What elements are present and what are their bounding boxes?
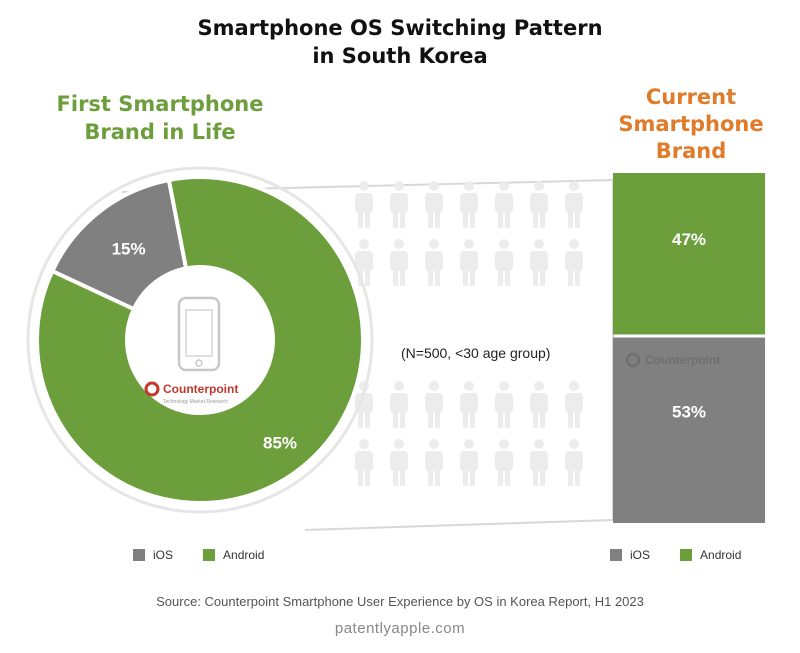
person-icon <box>425 239 443 286</box>
credit-text: patentlyapple.com <box>334 620 466 637</box>
person-icon <box>495 181 513 228</box>
first-brand-heading-line-2: Brand in Life <box>84 120 236 144</box>
counterpoint-logo-text: Counterpoint <box>163 382 238 396</box>
sample-note: (N=500, <30 age group) <box>395 343 557 363</box>
ios-swatch-icon <box>133 549 145 561</box>
person-icon <box>390 381 408 428</box>
counterpoint-logo-subtext: Technology Market Research <box>163 399 228 405</box>
person-icon <box>355 239 373 286</box>
ios-segment <box>613 337 765 523</box>
ios-slice-label: 15% <box>112 240 146 259</box>
person-icon <box>530 181 548 228</box>
person-icon <box>425 439 443 486</box>
person-icon <box>355 439 373 486</box>
person-icon <box>390 439 408 486</box>
right-legend-android: Android <box>700 548 742 562</box>
first-brand-heading-line-1: First Smartphone <box>56 92 264 116</box>
person-icon <box>565 439 583 486</box>
person-icon <box>565 181 583 228</box>
people-grid <box>355 181 583 486</box>
ios-slice <box>49 177 189 312</box>
person-icon <box>530 239 548 286</box>
donut-outline <box>26 166 374 514</box>
current-brand-heading-line-1: Current <box>645 85 737 109</box>
current-brand-heading-line-2: Smartphone <box>618 112 764 136</box>
bar-watermark: Counterpoint <box>625 352 720 368</box>
person-icon <box>565 381 583 428</box>
android-segment-label: 47% <box>672 230 706 249</box>
chart-title: Smartphone OS Switching Pattern in South… <box>0 14 800 70</box>
person-icon <box>495 239 513 286</box>
left-legend-android: Android <box>223 548 265 562</box>
person-icon <box>425 381 443 428</box>
phone-icon <box>177 296 221 372</box>
person-icon <box>495 439 513 486</box>
android-slice-label: 85% <box>263 433 297 452</box>
right-legend-ios: iOS <box>630 548 651 562</box>
android-swatch-icon <box>680 549 693 561</box>
person-icon <box>390 239 408 286</box>
person-icon <box>460 381 478 428</box>
ios-swatch-icon <box>610 549 622 561</box>
counterpoint-logo: Counterpoint Technology Market Research <box>144 381 238 405</box>
left-legend: iOS Android <box>133 548 264 562</box>
current-brand-heading-line-3: Brand <box>655 139 727 163</box>
person-icon <box>390 181 408 228</box>
left-legend-ios: iOS <box>153 548 174 562</box>
bar-watermark-text: Counterpoint <box>645 353 720 367</box>
source-note: Source: Counterpoint Smartphone User Exp… <box>156 594 644 609</box>
chart-title-line-1: Smartphone OS Switching Pattern <box>197 16 603 40</box>
person-icon <box>530 439 548 486</box>
person-icon <box>425 181 443 228</box>
person-icon <box>460 239 478 286</box>
donut-hole <box>131 271 269 409</box>
current-brand-stacked-bar: 47% 53% <box>613 173 765 523</box>
android-swatch-icon <box>203 549 216 561</box>
person-icon <box>495 381 513 428</box>
right-legend: iOS Android <box>610 548 741 562</box>
person-icon <box>530 381 548 428</box>
android-segment <box>613 173 765 335</box>
chart-title-line-2: in South Korea <box>312 44 488 68</box>
person-icon <box>460 439 478 486</box>
person-icon <box>460 181 478 228</box>
first-brand-heading: First Smartphone Brand in Life <box>40 90 280 146</box>
current-brand-heading: Current Smartphone Brand <box>596 84 786 165</box>
person-icon <box>565 239 583 286</box>
android-slice <box>35 175 365 505</box>
person-icon <box>355 181 373 228</box>
first-brand-donut: 15% 85% <box>26 166 374 514</box>
ios-segment-label: 53% <box>672 403 706 422</box>
